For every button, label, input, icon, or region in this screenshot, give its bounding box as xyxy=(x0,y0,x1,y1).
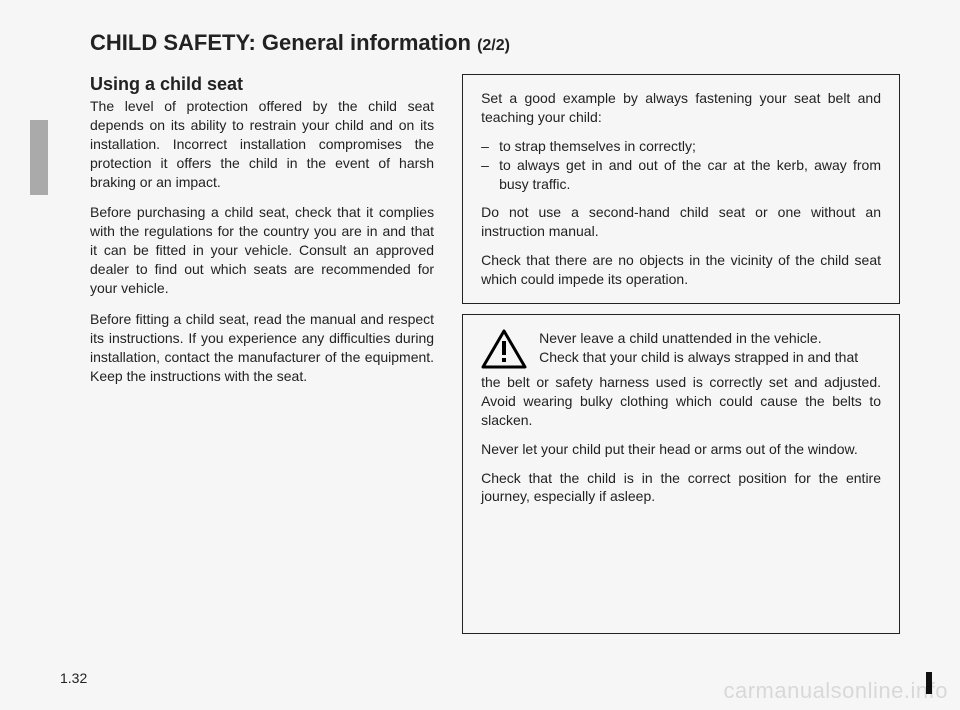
box-text: Do not use a second-hand child seat or o… xyxy=(481,203,881,241)
list-item: to always get in and out of the car at t… xyxy=(481,156,881,194)
box-text: Check that there are no objects in the v… xyxy=(481,251,881,289)
warning-box: Never leave a child unattended in the ve… xyxy=(462,314,900,634)
title-main: CHILD SAFETY: General information xyxy=(90,30,471,55)
box-list: to strap themselves in correctly; to alw… xyxy=(481,137,881,194)
manual-page: CHILD SAFETY: General information (2/2) … xyxy=(0,0,960,710)
body-paragraph: Before fitting a child seat, read the ma… xyxy=(90,310,434,386)
warning-text-2b: the belt or safety harness used is corre… xyxy=(481,373,881,430)
body-paragraph: The level of protection offered by the c… xyxy=(90,97,434,191)
page-title: CHILD SAFETY: General information (2/2) xyxy=(90,30,900,56)
warning-text-2a: Check that your child is always strapped… xyxy=(539,349,858,365)
title-suffix: (2/2) xyxy=(477,37,510,54)
warning-icon xyxy=(481,329,527,369)
list-item: to strap themselves in correctly; xyxy=(481,137,881,156)
box-text: Set a good example by always fastening y… xyxy=(481,89,881,127)
left-column: Using a child seat The level of protecti… xyxy=(90,74,434,634)
watermark-text: carmanualsonline.info xyxy=(723,678,948,704)
warning-row-text: Never leave a child unattended in the ve… xyxy=(539,329,881,369)
right-column: Set a good example by always fastening y… xyxy=(462,74,900,634)
section-tab xyxy=(30,120,48,195)
page-number: 1.32 xyxy=(60,670,87,686)
box-text: Check that the child is in the correct p… xyxy=(481,469,881,507)
body-paragraph: Before purchasing a child seat, check th… xyxy=(90,203,434,297)
warning-text: Never leave a child unattended in the ve… xyxy=(539,330,822,346)
box-text: Never let your child put their head or a… xyxy=(481,440,881,459)
warning-header: Never leave a child unattended in the ve… xyxy=(481,329,881,369)
content-columns: Using a child seat The level of protecti… xyxy=(90,74,900,634)
section-heading: Using a child seat xyxy=(90,74,434,95)
info-box-1: Set a good example by always fastening y… xyxy=(462,74,900,304)
